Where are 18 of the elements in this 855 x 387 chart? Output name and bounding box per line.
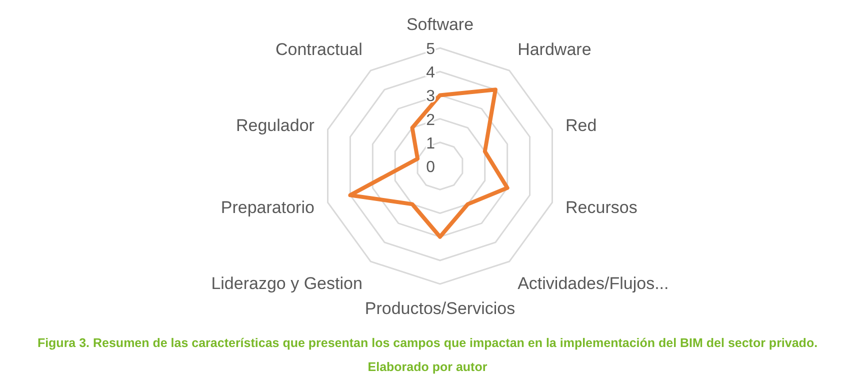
spoke-label: Contractual [275, 40, 362, 60]
y-tick-label: 0 [426, 159, 436, 176]
y-tick-label: 4 [426, 64, 436, 82]
spoke-label: Red [566, 116, 597, 136]
spoke-label: Productos/Servicios [364, 299, 516, 318]
y-tick-label: 1 [426, 135, 436, 152]
y-tick-label: 2 [426, 112, 436, 129]
text: Figura 3. Resumen de las características que presentan los campos que impactan en la implementación del BIM del sector privado. [37, 336, 818, 350]
spoke-label: Regulador [236, 116, 315, 136]
spoke-label: Hardware [518, 40, 592, 60]
y-tick-label: 5 [426, 41, 436, 58]
text: Elaborado por autor [368, 360, 488, 374]
spoke-label: Recursos [566, 198, 638, 217]
spoke-label: Preparatorio [220, 198, 314, 217]
spoke-label: Actividades/Flujos... [518, 274, 669, 293]
spoke-label: Software [406, 15, 474, 34]
y-tick-label: 3 [426, 88, 436, 106]
spoke-label: Liderazgo y Gestion [211, 274, 362, 293]
